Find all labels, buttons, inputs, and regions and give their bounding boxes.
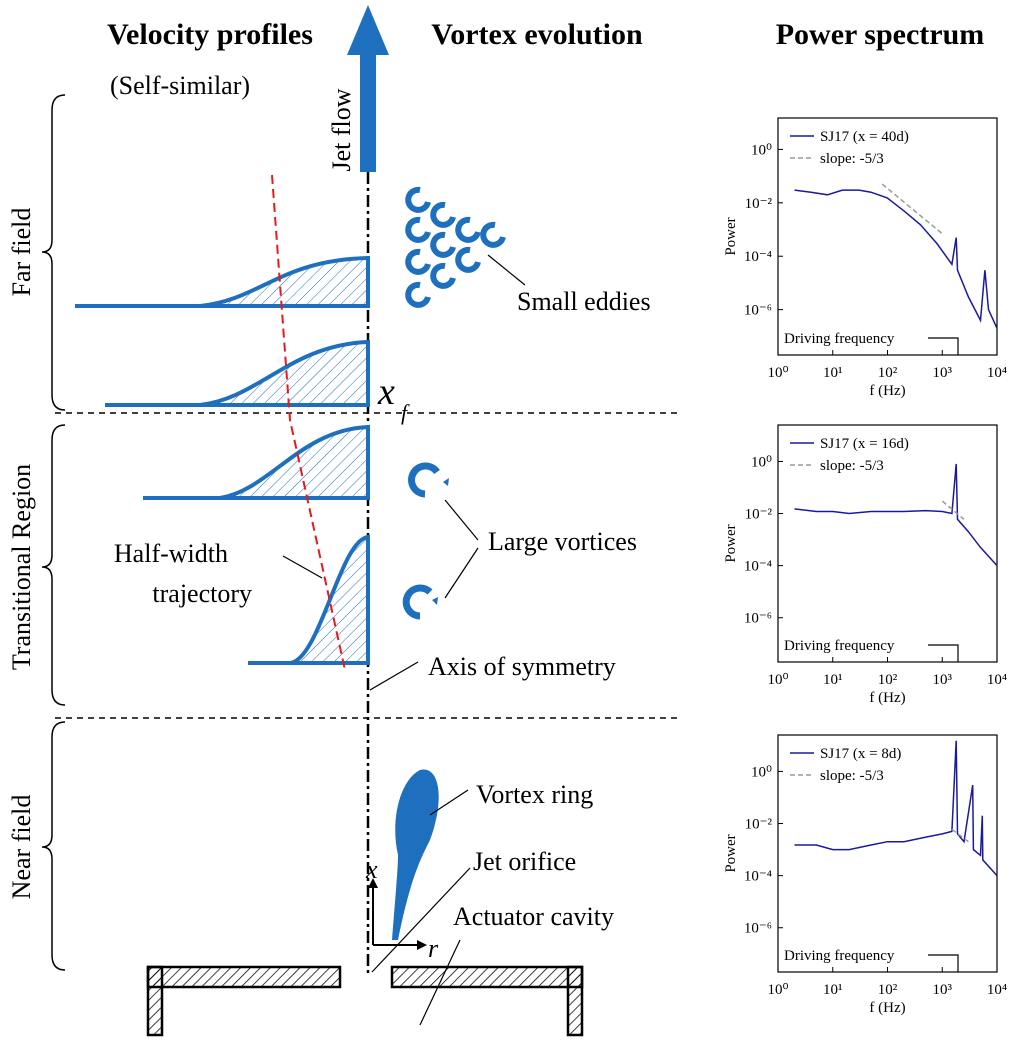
y-tick-label: 10⁻⁴ — [744, 869, 772, 885]
series-line — [794, 740, 998, 877]
region-label: Far field — [7, 208, 36, 297]
y-axis-label: Power — [723, 524, 739, 562]
velocity-profiles — [75, 255, 370, 665]
x-tick-label: 10³ — [933, 982, 953, 998]
region-label: Transitional Region — [7, 464, 36, 670]
region-label: Near field — [7, 795, 36, 900]
y-tick-label: 10⁻⁴ — [744, 559, 772, 575]
label: Actuator cavity — [453, 902, 614, 931]
series-line — [881, 183, 943, 235]
annotation-bracket — [928, 954, 959, 972]
xf-label: x — [377, 371, 395, 413]
header: Power spectrum — [776, 18, 985, 51]
plot-frame — [777, 734, 998, 973]
annotation: Driving frequency — [784, 638, 895, 654]
axis-label: x — [365, 855, 378, 884]
x-tick-label: 10⁴ — [987, 672, 1007, 688]
label: Vortex ring — [476, 780, 593, 809]
x-tick-label: 10³ — [933, 365, 953, 381]
x-tick-label: 10⁴ — [987, 365, 1007, 381]
x-tick-label: 10¹ — [823, 672, 843, 688]
x-axis-label: f (Hz) — [869, 690, 905, 706]
half-width-trajectory — [271, 174, 346, 671]
small-eddies — [405, 186, 506, 308]
coord-axes — [372, 885, 420, 946]
x-tick-label: 10⁰ — [767, 365, 788, 381]
legend-label: SJ17 (x = 8d) — [820, 746, 901, 762]
coord-arrows — [368, 878, 427, 950]
series-line — [794, 463, 998, 567]
annotation: Driving frequency — [784, 948, 895, 964]
label: Jet orifice — [473, 847, 576, 876]
y-tick-label: 10⁻⁶ — [744, 611, 772, 627]
header: Velocity profiles — [107, 18, 313, 51]
y-tick-label: 10⁻² — [745, 196, 773, 212]
leader — [371, 867, 471, 973]
y-tick-label: 10⁻⁴ — [744, 249, 772, 265]
y-axis-label: Power — [723, 217, 739, 255]
series-line — [941, 500, 965, 520]
vortex-ring — [392, 769, 439, 940]
annotation-bracket — [928, 644, 959, 662]
x-axis-label: f (Hz) — [869, 1000, 905, 1016]
jet-arrow — [347, 5, 389, 172]
x-tick-label: 10³ — [933, 672, 953, 688]
legend-label: slope: -5/3 — [820, 151, 884, 167]
x-tick-label: 10¹ — [823, 982, 843, 998]
x-tick-label: 10² — [878, 365, 898, 381]
legend-label: slope: -5/3 — [820, 458, 884, 474]
x-tick-label: 10² — [878, 982, 898, 998]
label: Large vortices — [488, 527, 637, 556]
label: Half-width — [114, 539, 228, 568]
vortex-arrows — [432, 478, 449, 605]
y-axis-label: Power — [723, 834, 739, 872]
y-tick-label: 10⁻⁶ — [744, 921, 772, 937]
x-tick-label: 10⁴ — [987, 982, 1007, 998]
header: Vortex evolution — [431, 18, 643, 51]
y-tick-label: 10⁻⁶ — [744, 303, 772, 319]
series-line — [794, 189, 998, 329]
y-tick-label: 10⁰ — [751, 764, 772, 780]
annotation-bracket — [928, 337, 959, 355]
legend-label: SJ17 (x = 40d) — [820, 129, 909, 145]
actuator — [146, 965, 584, 1037]
label: Axis of symmetry — [428, 652, 616, 681]
y-tick-label: 10⁰ — [751, 142, 772, 158]
braces — [41, 94, 66, 971]
y-tick-label: 10⁻² — [745, 817, 773, 833]
jet-label: Jet flow — [327, 88, 356, 171]
leader — [369, 661, 419, 691]
leader — [487, 254, 526, 286]
leader — [429, 789, 469, 816]
y-tick-label: 10⁰ — [751, 454, 772, 470]
annotation: Driving frequency — [784, 331, 895, 347]
legend-label: slope: -5/3 — [820, 768, 884, 784]
series-line — [951, 828, 969, 843]
x-tick-label: 10² — [878, 672, 898, 688]
large-vortices — [402, 462, 440, 620]
y-tick-label: 10⁻² — [745, 507, 773, 523]
leader — [282, 555, 323, 579]
axis-label: r — [428, 934, 439, 963]
plot-frame — [777, 117, 998, 356]
label: Small eddies — [517, 287, 651, 316]
plot-frame — [777, 424, 998, 663]
x-tick-label: 10¹ — [823, 365, 843, 381]
x-tick-label: 10⁰ — [767, 672, 788, 688]
x-axis-label: f (Hz) — [869, 383, 905, 399]
legend-label: SJ17 (x = 16d) — [820, 436, 909, 452]
subtitle: (Self-similar) — [110, 71, 250, 100]
xf-sub: f — [401, 400, 410, 425]
x-tick-label: 10⁰ — [767, 982, 788, 998]
label: trajectory — [152, 579, 252, 608]
leader — [444, 499, 479, 599]
